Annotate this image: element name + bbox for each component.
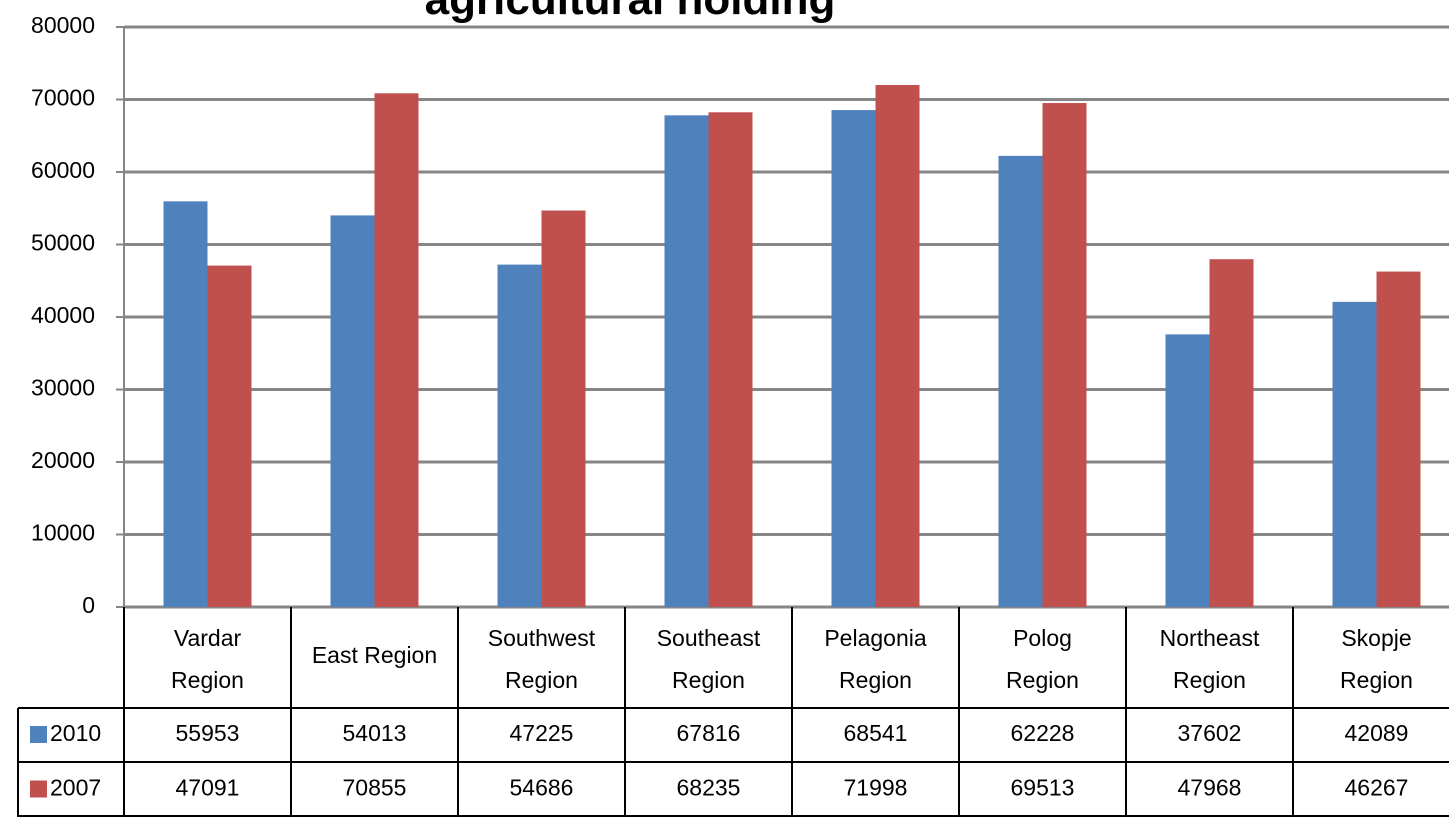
bar bbox=[330, 215, 375, 607]
table-value: 42089 bbox=[1345, 720, 1409, 746]
y-tick-label: 40000 bbox=[31, 302, 95, 328]
table-value: 71998 bbox=[844, 775, 908, 801]
x-tick-label: Vardar Region bbox=[171, 625, 244, 693]
table-value: 67816 bbox=[677, 720, 741, 746]
bar bbox=[708, 112, 753, 607]
bar bbox=[207, 265, 252, 607]
y-tick-label: 60000 bbox=[31, 157, 95, 183]
table-value: 68541 bbox=[844, 720, 908, 746]
table-value: 47968 bbox=[1178, 775, 1242, 801]
bar bbox=[1209, 259, 1254, 607]
chart-title: agricultural holding bbox=[425, 0, 836, 24]
x-tick-label: Southwest Region bbox=[488, 625, 596, 693]
bar bbox=[163, 201, 208, 607]
table-value: 47225 bbox=[510, 720, 574, 746]
y-tick-label: 70000 bbox=[31, 85, 95, 111]
bar bbox=[1165, 334, 1210, 607]
x-tick-label: Skopje Region bbox=[1340, 625, 1413, 693]
bar bbox=[1042, 103, 1087, 607]
x-tick-label: Polog Region bbox=[1006, 625, 1079, 693]
legend-label: 2007 bbox=[50, 775, 101, 801]
bar bbox=[497, 264, 542, 607]
bar bbox=[998, 155, 1043, 608]
table-value: 46267 bbox=[1345, 775, 1409, 801]
y-tick-label: 80000 bbox=[31, 12, 95, 38]
table-value: 54686 bbox=[510, 775, 574, 801]
x-tick-label: East Region bbox=[312, 642, 437, 668]
legend-swatch bbox=[30, 780, 47, 798]
y-tick-label: 50000 bbox=[31, 230, 95, 256]
bar bbox=[541, 210, 586, 608]
table-value: 62228 bbox=[1011, 720, 1075, 746]
bar bbox=[1376, 271, 1421, 607]
table-value: 54013 bbox=[343, 720, 407, 746]
x-tick-label: Southeast Region bbox=[657, 625, 761, 693]
bar bbox=[831, 110, 876, 607]
table-value: 68235 bbox=[677, 775, 741, 801]
table-value: 37602 bbox=[1178, 720, 1242, 746]
y-tick-label: 30000 bbox=[31, 375, 95, 401]
bar bbox=[875, 85, 920, 607]
y-tick-label: 0 bbox=[82, 592, 95, 618]
legend-label: 2010 bbox=[50, 720, 101, 746]
bar bbox=[664, 115, 709, 608]
table-value: 55953 bbox=[176, 720, 240, 746]
table-value: 69513 bbox=[1011, 775, 1075, 801]
y-tick-label: 10000 bbox=[31, 520, 95, 546]
y-tick-label: 20000 bbox=[31, 447, 95, 473]
table-value: 47091 bbox=[176, 775, 240, 801]
x-tick-label: Pelagonia Region bbox=[824, 625, 927, 693]
x-tick-label: Northeast Region bbox=[1160, 625, 1260, 693]
legend-swatch bbox=[30, 726, 47, 743]
bar bbox=[1332, 301, 1377, 607]
table-value: 70855 bbox=[343, 775, 407, 801]
bar bbox=[374, 93, 419, 607]
